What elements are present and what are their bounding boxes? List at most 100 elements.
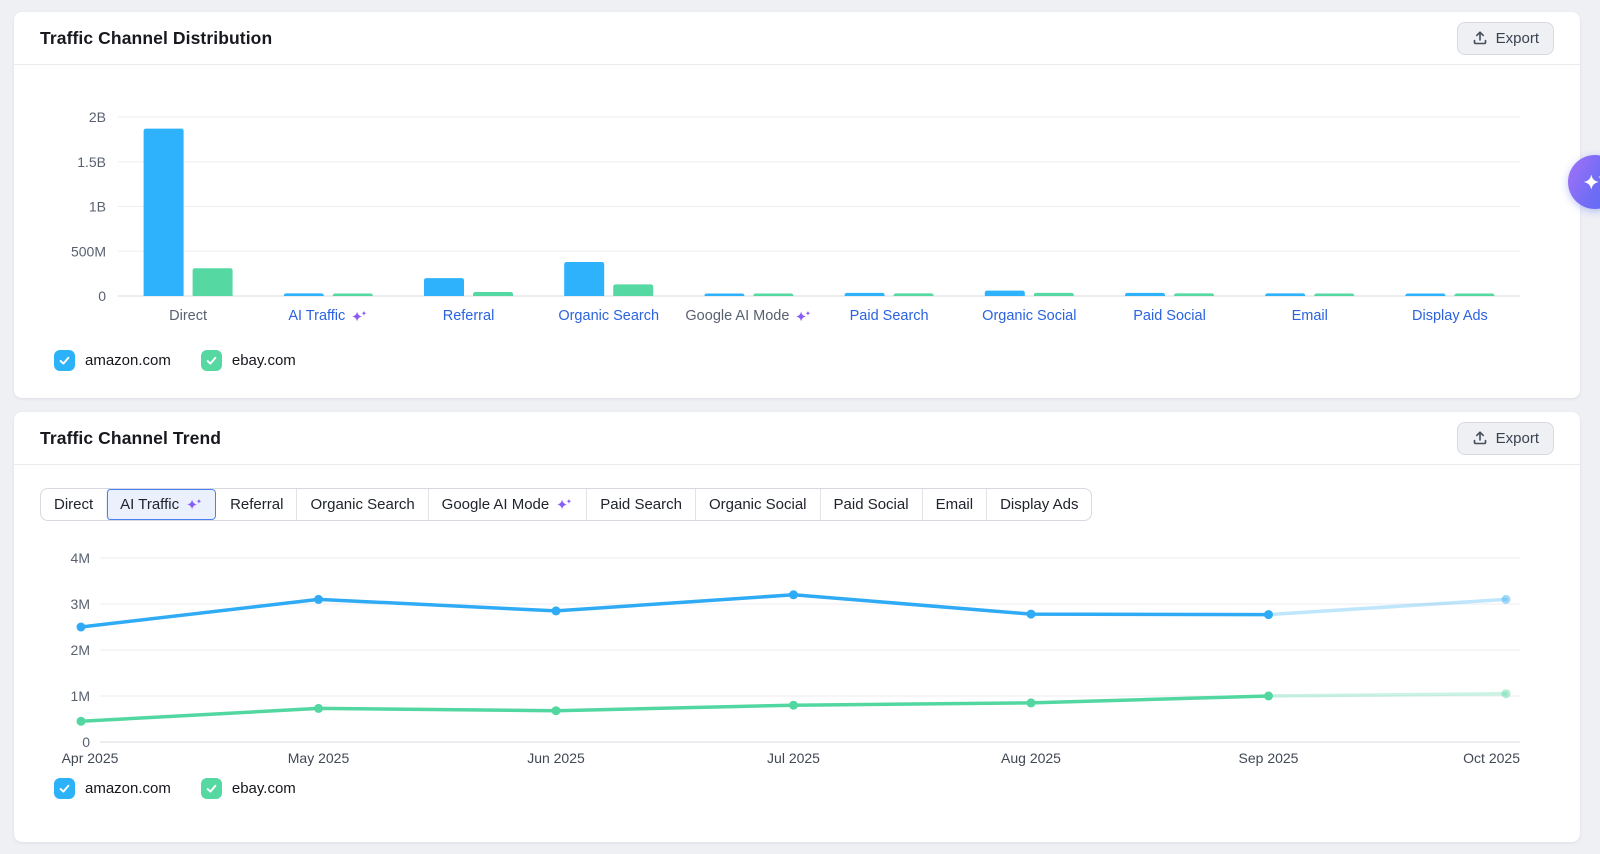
x-axis-label: Apr 2025: [62, 750, 119, 766]
legend: amazon.com ebay.com: [54, 350, 296, 371]
point-ebay.com-Sep 2025: [1264, 691, 1273, 701]
y-axis-tick: 1M: [71, 688, 90, 704]
line-ebay.com: [79, 694, 1271, 724]
point-amazon.com-Sep 2025: [1264, 610, 1273, 620]
legend-label: ebay.com: [231, 352, 296, 369]
category-label-organic-search[interactable]: Organic Search: [558, 308, 660, 324]
point-ebay.com-May 2025: [314, 703, 323, 713]
export-label: Export: [1495, 429, 1539, 447]
point-ebay.com-Jun 2025: [551, 706, 561, 716]
sparkle-icon: [1583, 174, 1600, 190]
tab-paid-social[interactable]: Paid Social: [819, 489, 922, 520]
sparkle-icon: [796, 310, 811, 321]
bar-ebay.com-Paid Search: [893, 293, 934, 296]
bar-ebay.com-Organic Social: [1033, 292, 1074, 296]
category-label-paid-social[interactable]: Paid Social: [1133, 308, 1206, 324]
legend-label: amazon.com: [85, 780, 171, 797]
point-ebay.com-Aug 2025: [1026, 698, 1036, 708]
bar-amazon.com-Referral: [424, 278, 464, 296]
category-label-organic-social[interactable]: Organic Social: [982, 308, 1077, 324]
y-axis-tick: 0: [98, 288, 106, 304]
point-amazon.com-Jun 2025: [551, 606, 561, 616]
category-label-google-ai-mode: Google AI Mode: [679, 308, 819, 324]
tab-referral[interactable]: Referral: [230, 496, 284, 513]
card-header: Traffic Channel Distribution Export: [14, 12, 1580, 65]
bar-amazon.com-AI Traffic: [283, 293, 324, 296]
sparkle-icon: [352, 310, 367, 321]
check-icon: [59, 356, 70, 365]
traffic-channel-trend-card: Traffic Channel Trend Export Direct AI Tr…: [14, 412, 1580, 842]
tab-google-ai-mode[interactable]: Google AI Mode: [427, 489, 587, 520]
card-header: Traffic Channel Trend Export: [14, 412, 1580, 465]
bar-chart: 2B 1.5B 1B 500M 0: [28, 92, 1538, 309]
bar-category-labels: Direct AI Traffic Referral Organic Search G…: [118, 308, 1520, 324]
point-amazon.com-May 2025: [314, 594, 323, 604]
bar-ebay.com-Direct: [192, 268, 233, 296]
check-icon: [59, 784, 70, 793]
export-button[interactable]: Export: [1456, 421, 1554, 455]
bar-chart-svg: 2B 1.5B 1B 500M 0: [71, 109, 1520, 304]
point-ebay.com-Apr 2025: [76, 716, 86, 726]
tab-paid-search[interactable]: Paid Search: [586, 489, 695, 520]
legend-item-amazon.com[interactable]: amazon.com: [54, 778, 171, 799]
x-axis-label: Oct 2025: [1463, 750, 1520, 766]
export-button[interactable]: Export: [1456, 21, 1554, 55]
bar-ebay.com-Paid Social: [1174, 293, 1214, 296]
bar-amazon.com-Display Ads: [1405, 293, 1446, 296]
point-amazon.com-Aug 2025: [1026, 609, 1036, 619]
legend-checkbox[interactable]: [200, 778, 222, 799]
line-forecast-ebay.com: [1266, 691, 1508, 698]
bar-amazon.com-Paid Social: [1125, 292, 1165, 296]
legend-item-ebay.com[interactable]: ebay.com: [200, 778, 296, 799]
sparkle-icon: [187, 498, 202, 510]
line-amazon.com: [79, 593, 1271, 629]
y-axis-tick: 0: [82, 734, 90, 750]
check-icon: [206, 356, 217, 365]
card-title: Traffic Channel Distribution: [40, 27, 273, 48]
y-axis-tick: 1.5B: [77, 154, 106, 170]
upload-icon: [1473, 431, 1486, 445]
point-ebay.com-Oct 2025: [1501, 689, 1511, 699]
card-title: Traffic Channel Trend: [40, 427, 222, 448]
category-label-email[interactable]: Email: [1291, 308, 1328, 324]
point-amazon.com-Apr 2025: [76, 622, 86, 632]
legend-item-amazon.com[interactable]: amazon.com: [54, 350, 171, 371]
point-amazon.com-Oct 2025: [1501, 594, 1511, 604]
x-axis-label: Sep 2025: [1239, 750, 1299, 766]
tab-ai-traffic[interactable]: AI Traffic: [106, 489, 217, 520]
x-axis-label: Jul 2025: [767, 750, 820, 766]
sparkle-icon: [557, 498, 572, 510]
tab-organic-search[interactable]: Organic Search: [296, 489, 427, 520]
bar-amazon.com-Google AI Mode: [704, 293, 745, 296]
export-label: Export: [1495, 29, 1539, 47]
category-label-display-ads[interactable]: Display Ads: [1412, 308, 1488, 324]
bar-ebay.com-Google AI Mode: [753, 293, 794, 296]
legend-checkbox[interactable]: [200, 350, 222, 371]
upload-icon: [1473, 31, 1486, 45]
point-amazon.com-Jul 2025: [789, 590, 798, 600]
category-label-ai-traffic[interactable]: AI Traffic: [258, 308, 398, 324]
legend-item-ebay.com[interactable]: ebay.com: [200, 350, 296, 371]
tab-display-ads[interactable]: Display Ads: [986, 489, 1091, 520]
tab-organic-social[interactable]: Organic Social: [694, 489, 820, 520]
y-axis-tick: 2B: [89, 109, 106, 125]
x-axis-label: May 2025: [288, 750, 350, 766]
bar-ebay.com-Organic Search: [613, 284, 654, 296]
x-axis-label: Aug 2025: [1001, 750, 1061, 766]
category-label-referral[interactable]: Referral: [442, 308, 495, 324]
legend-label: amazon.com: [85, 352, 171, 369]
y-axis-tick: 1B: [89, 199, 106, 215]
channel-tabs: Direct AI Traffic Referral Organic Search G…: [40, 488, 1093, 521]
category-label-direct: Direct: [169, 308, 208, 324]
legend: amazon.com ebay.com: [54, 778, 296, 799]
tab-email[interactable]: Email: [921, 489, 987, 520]
legend-label: ebay.com: [231, 780, 296, 797]
category-label-paid-search[interactable]: Paid Search: [849, 308, 929, 324]
legend-checkbox[interactable]: [54, 350, 75, 371]
tab-direct[interactable]: Direct: [54, 496, 94, 513]
legend-checkbox[interactable]: [54, 778, 75, 799]
bar-amazon.com-Paid Search: [844, 292, 885, 296]
bar-amazon.com-Organic Social: [984, 290, 1025, 296]
line-chart: 4M 3M 2M 1M 0 Apr 2025 May 2025 Jun 2025 Jul 202…: [28, 530, 1538, 775]
bar-ebay.com-Referral: [473, 291, 513, 296]
